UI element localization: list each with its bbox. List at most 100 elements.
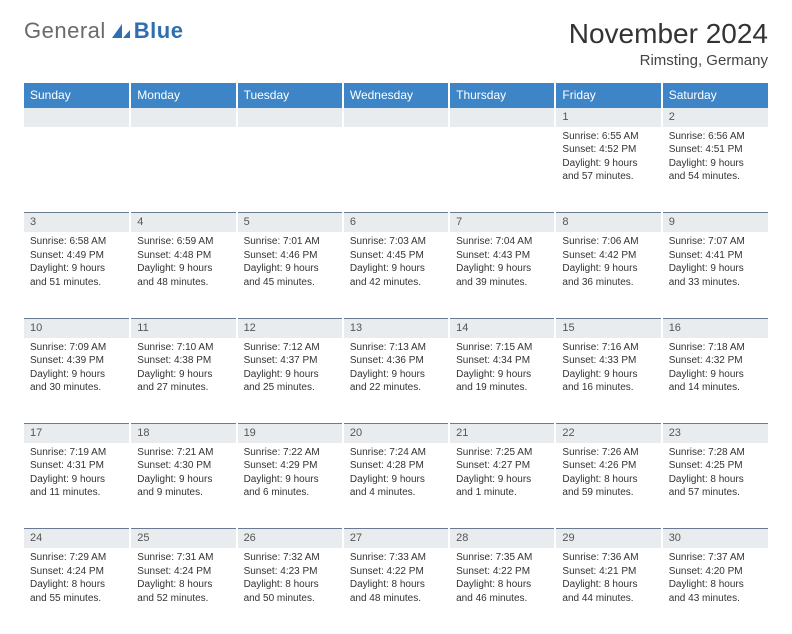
daylight2-text: and 30 minutes. — [30, 381, 123, 395]
sunrise-text: Sunrise: 7:15 AM — [456, 341, 548, 355]
day-number-cell: 6 — [343, 213, 449, 232]
daylight1-text: Daylight: 8 hours — [562, 578, 654, 592]
sunset-text: Sunset: 4:43 PM — [456, 249, 548, 263]
daylight2-text: and 59 minutes. — [562, 486, 654, 500]
calendar-table: SundayMondayTuesdayWednesdayThursdayFrid… — [24, 83, 768, 634]
daylight2-text: and 14 minutes. — [669, 381, 762, 395]
daylight1-text: Daylight: 9 hours — [244, 262, 336, 276]
sunset-text: Sunset: 4:45 PM — [350, 249, 442, 263]
day-content-cell: Sunrise: 7:13 AMSunset: 4:36 PMDaylight:… — [343, 338, 449, 424]
daylight2-text: and 44 minutes. — [562, 592, 654, 606]
daylight1-text: Daylight: 9 hours — [669, 262, 762, 276]
sunrise-text: Sunrise: 7:28 AM — [669, 446, 762, 460]
day-number-cell: 15 — [555, 318, 661, 337]
day-content-cell: Sunrise: 6:59 AMSunset: 4:48 PMDaylight:… — [130, 232, 236, 318]
content-row: Sunrise: 7:29 AMSunset: 4:24 PMDaylight:… — [24, 548, 768, 634]
daylight2-text: and 22 minutes. — [350, 381, 442, 395]
day-content-cell: Sunrise: 7:03 AMSunset: 4:45 PMDaylight:… — [343, 232, 449, 318]
daylight1-text: Daylight: 9 hours — [350, 368, 442, 382]
sunset-text: Sunset: 4:20 PM — [669, 565, 762, 579]
day-content-cell: Sunrise: 6:55 AMSunset: 4:52 PMDaylight:… — [555, 127, 661, 213]
logo-text-blue: Blue — [134, 18, 184, 44]
day-number-cell: 13 — [343, 318, 449, 337]
daylight1-text: Daylight: 8 hours — [669, 578, 762, 592]
sunset-text: Sunset: 4:41 PM — [669, 249, 762, 263]
day-content-cell — [449, 127, 555, 213]
day-content-cell — [237, 127, 343, 213]
day-content-cell: Sunrise: 7:35 AMSunset: 4:22 PMDaylight:… — [449, 548, 555, 634]
daynum-row: 17181920212223 — [24, 424, 768, 443]
daylight2-text: and 52 minutes. — [137, 592, 229, 606]
sunset-text: Sunset: 4:27 PM — [456, 459, 548, 473]
weekday-header: Friday — [555, 83, 661, 108]
daylight2-text: and 33 minutes. — [669, 276, 762, 290]
weekday-header: Thursday — [449, 83, 555, 108]
daylight1-text: Daylight: 9 hours — [137, 368, 229, 382]
sunset-text: Sunset: 4:31 PM — [30, 459, 123, 473]
daynum-row: 12 — [24, 108, 768, 127]
day-content-cell: Sunrise: 7:31 AMSunset: 4:24 PMDaylight:… — [130, 548, 236, 634]
daynum-row: 3456789 — [24, 213, 768, 232]
sunrise-text: Sunrise: 7:16 AM — [562, 341, 654, 355]
sunset-text: Sunset: 4:25 PM — [669, 459, 762, 473]
day-number-cell: 7 — [449, 213, 555, 232]
sunrise-text: Sunrise: 7:18 AM — [669, 341, 762, 355]
content-row: Sunrise: 7:19 AMSunset: 4:31 PMDaylight:… — [24, 443, 768, 529]
day-number-cell: 24 — [24, 529, 130, 548]
daylight2-text: and 25 minutes. — [244, 381, 336, 395]
sunrise-text: Sunrise: 7:12 AM — [244, 341, 336, 355]
sunset-text: Sunset: 4:34 PM — [456, 354, 548, 368]
sunset-text: Sunset: 4:32 PM — [669, 354, 762, 368]
day-content-cell — [343, 127, 449, 213]
daylight2-text: and 19 minutes. — [456, 381, 548, 395]
daylight2-text: and 27 minutes. — [137, 381, 229, 395]
header: General Blue November 2024 Rimsting, Ger… — [24, 18, 768, 69]
day-content-cell: Sunrise: 7:25 AMSunset: 4:27 PMDaylight:… — [449, 443, 555, 529]
daylight1-text: Daylight: 9 hours — [30, 473, 123, 487]
sunrise-text: Sunrise: 7:36 AM — [562, 551, 654, 565]
daylight2-text: and 54 minutes. — [669, 170, 762, 184]
daylight1-text: Daylight: 9 hours — [456, 368, 548, 382]
day-content-cell: Sunrise: 7:12 AMSunset: 4:37 PMDaylight:… — [237, 338, 343, 424]
sunset-text: Sunset: 4:33 PM — [562, 354, 654, 368]
daylight2-text: and 45 minutes. — [244, 276, 336, 290]
sunset-text: Sunset: 4:22 PM — [350, 565, 442, 579]
day-number-cell — [130, 108, 236, 127]
daylight1-text: Daylight: 8 hours — [244, 578, 336, 592]
logo-text-general: General — [24, 18, 106, 44]
sunrise-text: Sunrise: 7:35 AM — [456, 551, 548, 565]
sunrise-text: Sunrise: 7:22 AM — [244, 446, 336, 460]
daylight2-text: and 39 minutes. — [456, 276, 548, 290]
daylight2-text: and 11 minutes. — [30, 486, 123, 500]
day-number-cell: 1 — [555, 108, 661, 127]
content-row: Sunrise: 6:55 AMSunset: 4:52 PMDaylight:… — [24, 127, 768, 213]
daylight2-text: and 36 minutes. — [562, 276, 654, 290]
daynum-row: 10111213141516 — [24, 318, 768, 337]
day-number-cell: 23 — [662, 424, 768, 443]
daylight2-text: and 50 minutes. — [244, 592, 336, 606]
weekday-header: Wednesday — [343, 83, 449, 108]
daylight2-text: and 43 minutes. — [669, 592, 762, 606]
day-content-cell: Sunrise: 7:33 AMSunset: 4:22 PMDaylight:… — [343, 548, 449, 634]
daylight1-text: Daylight: 8 hours — [30, 578, 123, 592]
sunrise-text: Sunrise: 7:32 AM — [244, 551, 336, 565]
logo: General Blue — [24, 18, 183, 44]
sunset-text: Sunset: 4:21 PM — [562, 565, 654, 579]
day-content-cell: Sunrise: 7:15 AMSunset: 4:34 PMDaylight:… — [449, 338, 555, 424]
daylight1-text: Daylight: 8 hours — [456, 578, 548, 592]
day-content-cell: Sunrise: 7:09 AMSunset: 4:39 PMDaylight:… — [24, 338, 130, 424]
day-content-cell: Sunrise: 7:28 AMSunset: 4:25 PMDaylight:… — [662, 443, 768, 529]
daylight2-text: and 55 minutes. — [30, 592, 123, 606]
sunset-text: Sunset: 4:42 PM — [562, 249, 654, 263]
daylight2-text: and 4 minutes. — [350, 486, 442, 500]
day-number-cell: 27 — [343, 529, 449, 548]
daynum-row: 24252627282930 — [24, 529, 768, 548]
daylight2-text: and 16 minutes. — [562, 381, 654, 395]
daylight1-text: Daylight: 9 hours — [30, 262, 123, 276]
sunrise-text: Sunrise: 6:55 AM — [562, 130, 654, 144]
weekday-header: Tuesday — [237, 83, 343, 108]
sunrise-text: Sunrise: 7:29 AM — [30, 551, 123, 565]
daylight1-text: Daylight: 8 hours — [669, 473, 762, 487]
daylight1-text: Daylight: 8 hours — [562, 473, 654, 487]
sunset-text: Sunset: 4:52 PM — [562, 143, 654, 157]
